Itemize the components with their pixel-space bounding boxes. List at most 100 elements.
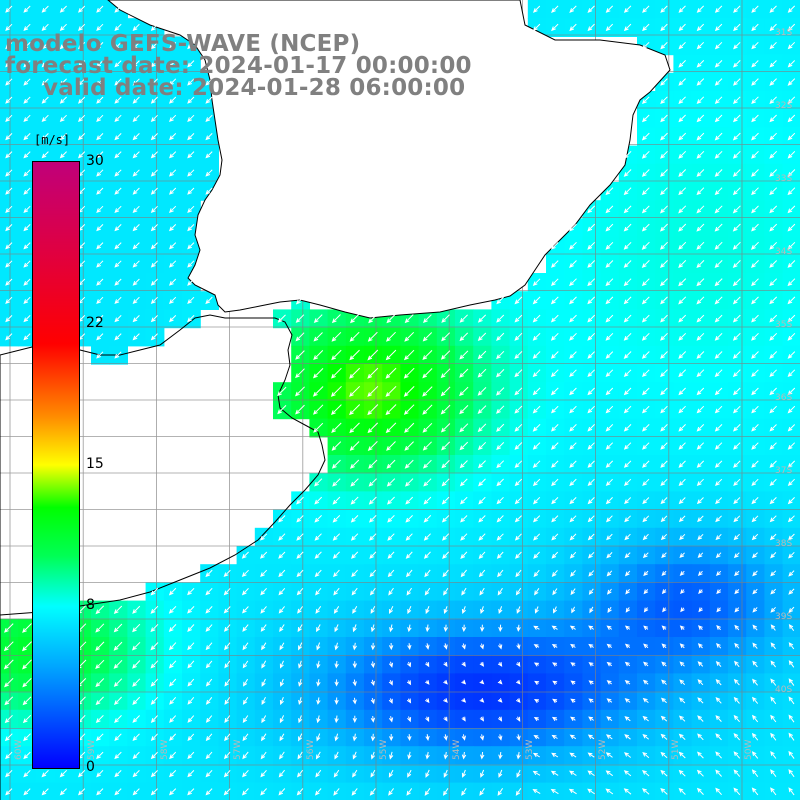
wind-speed-cell xyxy=(746,182,765,201)
wind-arrow xyxy=(751,369,759,378)
wind-arrow xyxy=(441,515,450,523)
wind-arrow xyxy=(352,661,357,669)
wind-speed-cell xyxy=(273,309,292,329)
wind-arrow xyxy=(696,150,705,159)
wind-arrow xyxy=(114,60,122,68)
wind-arrow xyxy=(533,735,540,740)
wind-arrow xyxy=(532,332,541,341)
wind-arrow xyxy=(587,332,596,341)
wind-arrow xyxy=(496,515,504,523)
wind-arrow xyxy=(587,260,596,268)
wind-speed-cell xyxy=(382,455,401,474)
wind-speed-cell xyxy=(455,418,474,438)
wind-speed-cell xyxy=(527,491,547,511)
wind-arrow xyxy=(150,133,158,141)
wind-speed-cell xyxy=(418,327,438,347)
wind-arrow xyxy=(386,314,396,324)
wind-arrow xyxy=(732,78,741,86)
wind-arrow xyxy=(259,533,268,541)
wind-arrow xyxy=(787,132,796,141)
wind-arrow xyxy=(478,569,486,578)
wind-arrow xyxy=(533,533,541,541)
wind-arrow xyxy=(714,278,723,287)
wind-arrow xyxy=(769,405,777,414)
wind-arrow xyxy=(769,60,777,68)
wind-arrow xyxy=(296,587,304,596)
wind-speed-cell xyxy=(91,218,110,238)
wind-arrow xyxy=(751,552,758,559)
wind-arrow xyxy=(405,569,413,578)
wind-speed-cell xyxy=(673,291,693,310)
wind-speed-cell xyxy=(491,327,511,347)
wind-speed-cell xyxy=(364,527,383,547)
wind-speed-cell xyxy=(0,673,19,693)
wind-speed-cell xyxy=(600,455,620,474)
wind-speed-cell xyxy=(236,582,256,602)
wind-arrow xyxy=(751,769,759,778)
wind-arrow xyxy=(23,260,31,268)
wind-speed-cell xyxy=(691,582,711,602)
wind-arrow xyxy=(459,423,469,433)
wind-arrow xyxy=(551,460,559,468)
wind-speed-cell xyxy=(691,91,711,110)
wind-arrow xyxy=(367,441,378,452)
wind-speed-cell xyxy=(691,182,711,201)
wind-arrow xyxy=(114,788,122,796)
wind-speed-cell xyxy=(127,327,147,347)
wind-arrow xyxy=(788,642,795,650)
wind-arrow xyxy=(787,497,795,505)
wind-speed-cell xyxy=(109,218,128,238)
wind-arrow xyxy=(679,697,686,704)
wind-arrow xyxy=(569,278,577,287)
wind-arrow xyxy=(370,679,375,687)
wind-speed-cell xyxy=(582,309,602,329)
wind-speed-cell xyxy=(473,600,492,620)
wind-arrow xyxy=(569,460,577,468)
wind-arrow xyxy=(352,751,357,760)
wind-speed-cell xyxy=(273,600,292,620)
wind-arrow xyxy=(423,515,432,523)
wind-speed-cell xyxy=(564,254,583,274)
wind-arrow xyxy=(769,387,777,396)
wind-speed-cell xyxy=(546,382,565,401)
wind-arrow xyxy=(514,460,523,469)
wind-arrow xyxy=(5,333,13,341)
wind-arrow xyxy=(696,223,705,232)
wind-speed-cell xyxy=(91,728,110,747)
wind-arrow xyxy=(605,734,613,740)
wind-speed-cell xyxy=(109,36,128,56)
wind-speed-cell xyxy=(127,36,147,56)
wind-arrow xyxy=(624,533,631,541)
wind-arrow xyxy=(587,788,595,795)
wind-arrow xyxy=(461,643,466,650)
wind-speed-cell xyxy=(145,582,165,602)
wind-speed-cell xyxy=(564,546,583,565)
wind-arrow xyxy=(751,405,759,414)
wind-arrow xyxy=(751,278,759,287)
wind-arrow xyxy=(623,150,632,159)
wind-arrow xyxy=(150,169,158,177)
wind-arrow xyxy=(569,314,577,323)
wind-arrow xyxy=(459,441,469,451)
wind-speed-cell xyxy=(0,746,19,765)
wind-speed-cell xyxy=(673,72,693,92)
wind-arrow xyxy=(788,750,795,759)
wind-arrow xyxy=(732,424,741,432)
wind-speed-cell xyxy=(655,436,674,456)
wind-arrow xyxy=(623,332,632,341)
wind-speed-cell xyxy=(637,236,656,256)
wind-arrow xyxy=(114,224,122,232)
wind-arrow xyxy=(312,368,324,379)
wind-speed-cell xyxy=(109,673,128,693)
wind-arrow xyxy=(751,205,759,214)
wind-arrow xyxy=(279,697,284,706)
wind-arrow xyxy=(715,733,722,741)
wind-arrow xyxy=(477,441,487,451)
wind-arrow xyxy=(733,442,741,450)
wind-arrow xyxy=(514,442,523,450)
wind-speed-cell xyxy=(582,473,602,492)
wind-speed-cell xyxy=(746,291,765,310)
wind-arrow xyxy=(223,769,231,778)
wind-speed-cell xyxy=(691,163,711,183)
wind-speed-cell xyxy=(309,527,329,547)
